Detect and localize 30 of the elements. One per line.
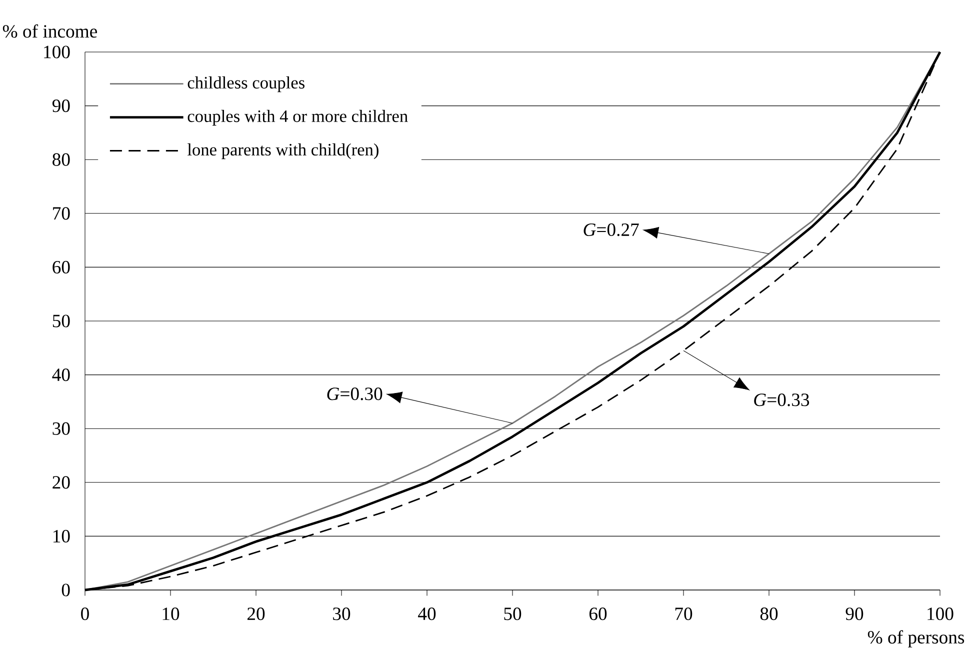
y-axis-title: % of income (2, 24, 97, 38)
x-tick-label: 70 (675, 608, 692, 620)
annotation: G=0.30 (327, 388, 382, 400)
x-tick-label: 60 (589, 608, 607, 620)
y-tick-label: 30 (52, 422, 70, 435)
y-tick-label: 50 (52, 314, 70, 328)
x-tick-label: 0 (81, 608, 89, 620)
x-tick-label: 40 (418, 608, 436, 620)
legend-label: couples with 4 or more children (188, 110, 408, 126)
x-axis-title: % of persons (868, 630, 964, 648)
y-tick-label: 60 (52, 260, 70, 274)
legend-label: lone parents with child(ren) (188, 143, 378, 160)
y-tick-label: 20 (52, 476, 70, 489)
y-tick-label: 90 (52, 99, 70, 112)
annotation: G=0.27 (584, 223, 639, 236)
y-tick-label: 100 (44, 46, 70, 58)
x-tick-label: 50 (504, 608, 522, 620)
x-tick-label: 20 (247, 608, 265, 620)
y-tick-label: 80 (52, 153, 70, 166)
x-tick-label: 10 (162, 608, 180, 620)
annotation: G=0.33 (754, 394, 810, 406)
x-tick-label: 90 (846, 608, 864, 620)
y-tick-label: 0 (62, 584, 70, 596)
y-tick-label: 10 (53, 530, 70, 543)
y-tick-label: 70 (53, 207, 70, 220)
x-tick-label: 100 (928, 608, 954, 620)
legend-label: childless couples (188, 76, 304, 92)
x-tick-label: 30 (333, 608, 350, 620)
y-tick-label: 40 (52, 368, 70, 382)
x-tick-label: 80 (760, 608, 778, 620)
